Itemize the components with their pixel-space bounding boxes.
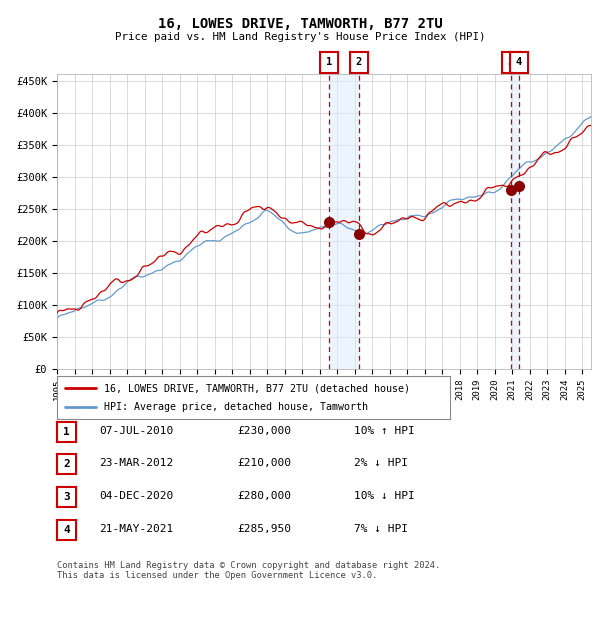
Text: 21-MAY-2021: 21-MAY-2021 xyxy=(99,524,173,534)
Text: 3: 3 xyxy=(63,492,70,502)
Text: Contains HM Land Registry data © Crown copyright and database right 2024.
This d: Contains HM Land Registry data © Crown c… xyxy=(57,561,440,580)
Text: Price paid vs. HM Land Registry's House Price Index (HPI): Price paid vs. HM Land Registry's House … xyxy=(115,32,485,42)
Bar xyxy=(511,74,519,369)
Text: 23-MAR-2012: 23-MAR-2012 xyxy=(99,458,173,468)
Text: 7% ↓ HPI: 7% ↓ HPI xyxy=(354,524,408,534)
Text: 10% ↓ HPI: 10% ↓ HPI xyxy=(354,491,415,501)
Text: 16, LOWES DRIVE, TAMWORTH, B77 2TU (detached house): 16, LOWES DRIVE, TAMWORTH, B77 2TU (deta… xyxy=(104,383,410,393)
Text: 16, LOWES DRIVE, TAMWORTH, B77 2TU: 16, LOWES DRIVE, TAMWORTH, B77 2TU xyxy=(158,17,442,32)
Text: 07-JUL-2010: 07-JUL-2010 xyxy=(99,426,173,436)
Text: 2: 2 xyxy=(63,459,70,469)
Bar xyxy=(329,74,359,369)
Text: £285,950: £285,950 xyxy=(237,524,291,534)
Text: £280,000: £280,000 xyxy=(237,491,291,501)
Text: 2: 2 xyxy=(356,57,362,68)
Text: 04-DEC-2020: 04-DEC-2020 xyxy=(99,491,173,501)
Text: 1: 1 xyxy=(326,57,332,68)
Text: £210,000: £210,000 xyxy=(237,458,291,468)
Text: 2% ↓ HPI: 2% ↓ HPI xyxy=(354,458,408,468)
Text: 10% ↑ HPI: 10% ↑ HPI xyxy=(354,426,415,436)
Text: 4: 4 xyxy=(63,525,70,535)
Text: 3: 3 xyxy=(508,57,514,68)
Text: 1: 1 xyxy=(63,427,70,437)
Text: £230,000: £230,000 xyxy=(237,426,291,436)
Text: 4: 4 xyxy=(516,57,522,68)
Text: HPI: Average price, detached house, Tamworth: HPI: Average price, detached house, Tamw… xyxy=(104,402,368,412)
